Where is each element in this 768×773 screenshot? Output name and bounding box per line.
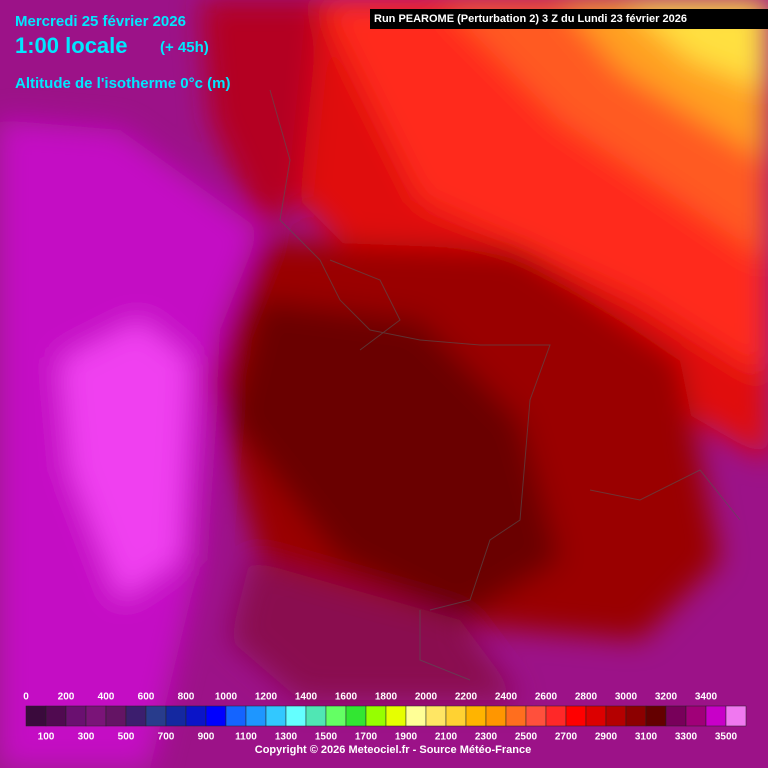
legend-swatch (665, 705, 687, 727)
legend-swatch (405, 705, 427, 727)
legend-swatch (705, 705, 727, 727)
legend-label: 2800 (575, 692, 598, 703)
legend-label: 3300 (675, 732, 698, 743)
date: Mercredi 25 février 2026 (15, 13, 186, 30)
legend-label: 600 (138, 692, 155, 703)
legend-label: 1300 (275, 732, 298, 743)
legend-swatch (25, 705, 47, 727)
legend-label: 1700 (355, 732, 378, 743)
legend-label: 2600 (535, 692, 558, 703)
legend-swatch (245, 705, 267, 727)
legend-swatch (105, 705, 127, 727)
legend-label: 3100 (635, 732, 658, 743)
legend-label: 1400 (295, 692, 318, 703)
legend-label: 1800 (375, 692, 398, 703)
legend-label: 1600 (335, 692, 358, 703)
legend-label: 3200 (655, 692, 678, 703)
legend-swatch (445, 705, 467, 727)
legend-swatch (325, 705, 347, 727)
run-banner (370, 9, 768, 29)
legend-label: 2500 (515, 732, 538, 743)
legend-swatch (125, 705, 147, 727)
legend-label: 2200 (455, 692, 478, 703)
copyright: Copyright © 2026 Meteociel.fr - Source M… (255, 744, 531, 756)
lead-time: (+ 45h) (160, 39, 209, 56)
legend-swatch (285, 705, 307, 727)
legend-label: 200 (58, 692, 75, 703)
legend-label: 1200 (255, 692, 278, 703)
legend-label: 500 (118, 732, 135, 743)
legend-swatch (85, 705, 107, 727)
legend-label: 2400 (495, 692, 518, 703)
legend-swatch (725, 705, 747, 727)
legend-swatch (225, 705, 247, 727)
legend-label: 900 (198, 732, 215, 743)
legend-swatch (305, 705, 327, 727)
legend-swatch (385, 705, 407, 727)
legend-swatch (565, 705, 587, 727)
legend-label: 1000 (215, 692, 238, 703)
legend-label: 300 (78, 732, 95, 743)
legend-label: 3400 (695, 692, 718, 703)
legend-swatch (525, 705, 547, 727)
legend-swatch (205, 705, 227, 727)
legend-swatch (65, 705, 87, 727)
legend: 0 100 200 300 400 500 600 700 800 900 1000 1100 1200… (23, 692, 747, 743)
legend-label: 3500 (715, 732, 738, 743)
legend-label: 2900 (595, 732, 618, 743)
legend-swatch (585, 705, 607, 727)
legend-label: 2000 (415, 692, 438, 703)
legend-swatch (365, 705, 387, 727)
legend-swatch (685, 705, 707, 727)
legend-swatch (505, 705, 527, 727)
legend-label: 1500 (315, 732, 338, 743)
legend-swatch (185, 705, 207, 727)
legend-label: 700 (158, 732, 175, 743)
legend-label: 0 (23, 692, 29, 703)
run-info: Run PEAROME (Perturbation 2) 3 Z du Lund… (374, 13, 687, 25)
legend-swatch (165, 705, 187, 727)
legend-swatch (625, 705, 647, 727)
legend-swatch (645, 705, 667, 727)
legend-label: 100 (38, 732, 55, 743)
legend-swatch (545, 705, 567, 727)
legend-swatch (605, 705, 627, 727)
legend-label: 2300 (475, 732, 498, 743)
legend-label: 800 (178, 692, 195, 703)
legend-label: 2100 (435, 732, 458, 743)
legend-swatch (425, 705, 447, 727)
legend-swatch (345, 705, 367, 727)
legend-swatch (485, 705, 507, 727)
legend-swatch (265, 705, 287, 727)
legend-label: 2700 (555, 732, 578, 743)
legend-label: 400 (98, 692, 115, 703)
legend-label: 3000 (615, 692, 638, 703)
time: 1:00 locale (15, 33, 128, 58)
legend-swatch (45, 705, 67, 727)
legend-label: 1900 (395, 732, 418, 743)
parameter: Altitude de l'isotherme 0°c (m) (15, 75, 230, 92)
legend-swatch (465, 705, 487, 727)
legend-label: 1100 (235, 732, 257, 743)
legend-swatch (145, 705, 167, 727)
